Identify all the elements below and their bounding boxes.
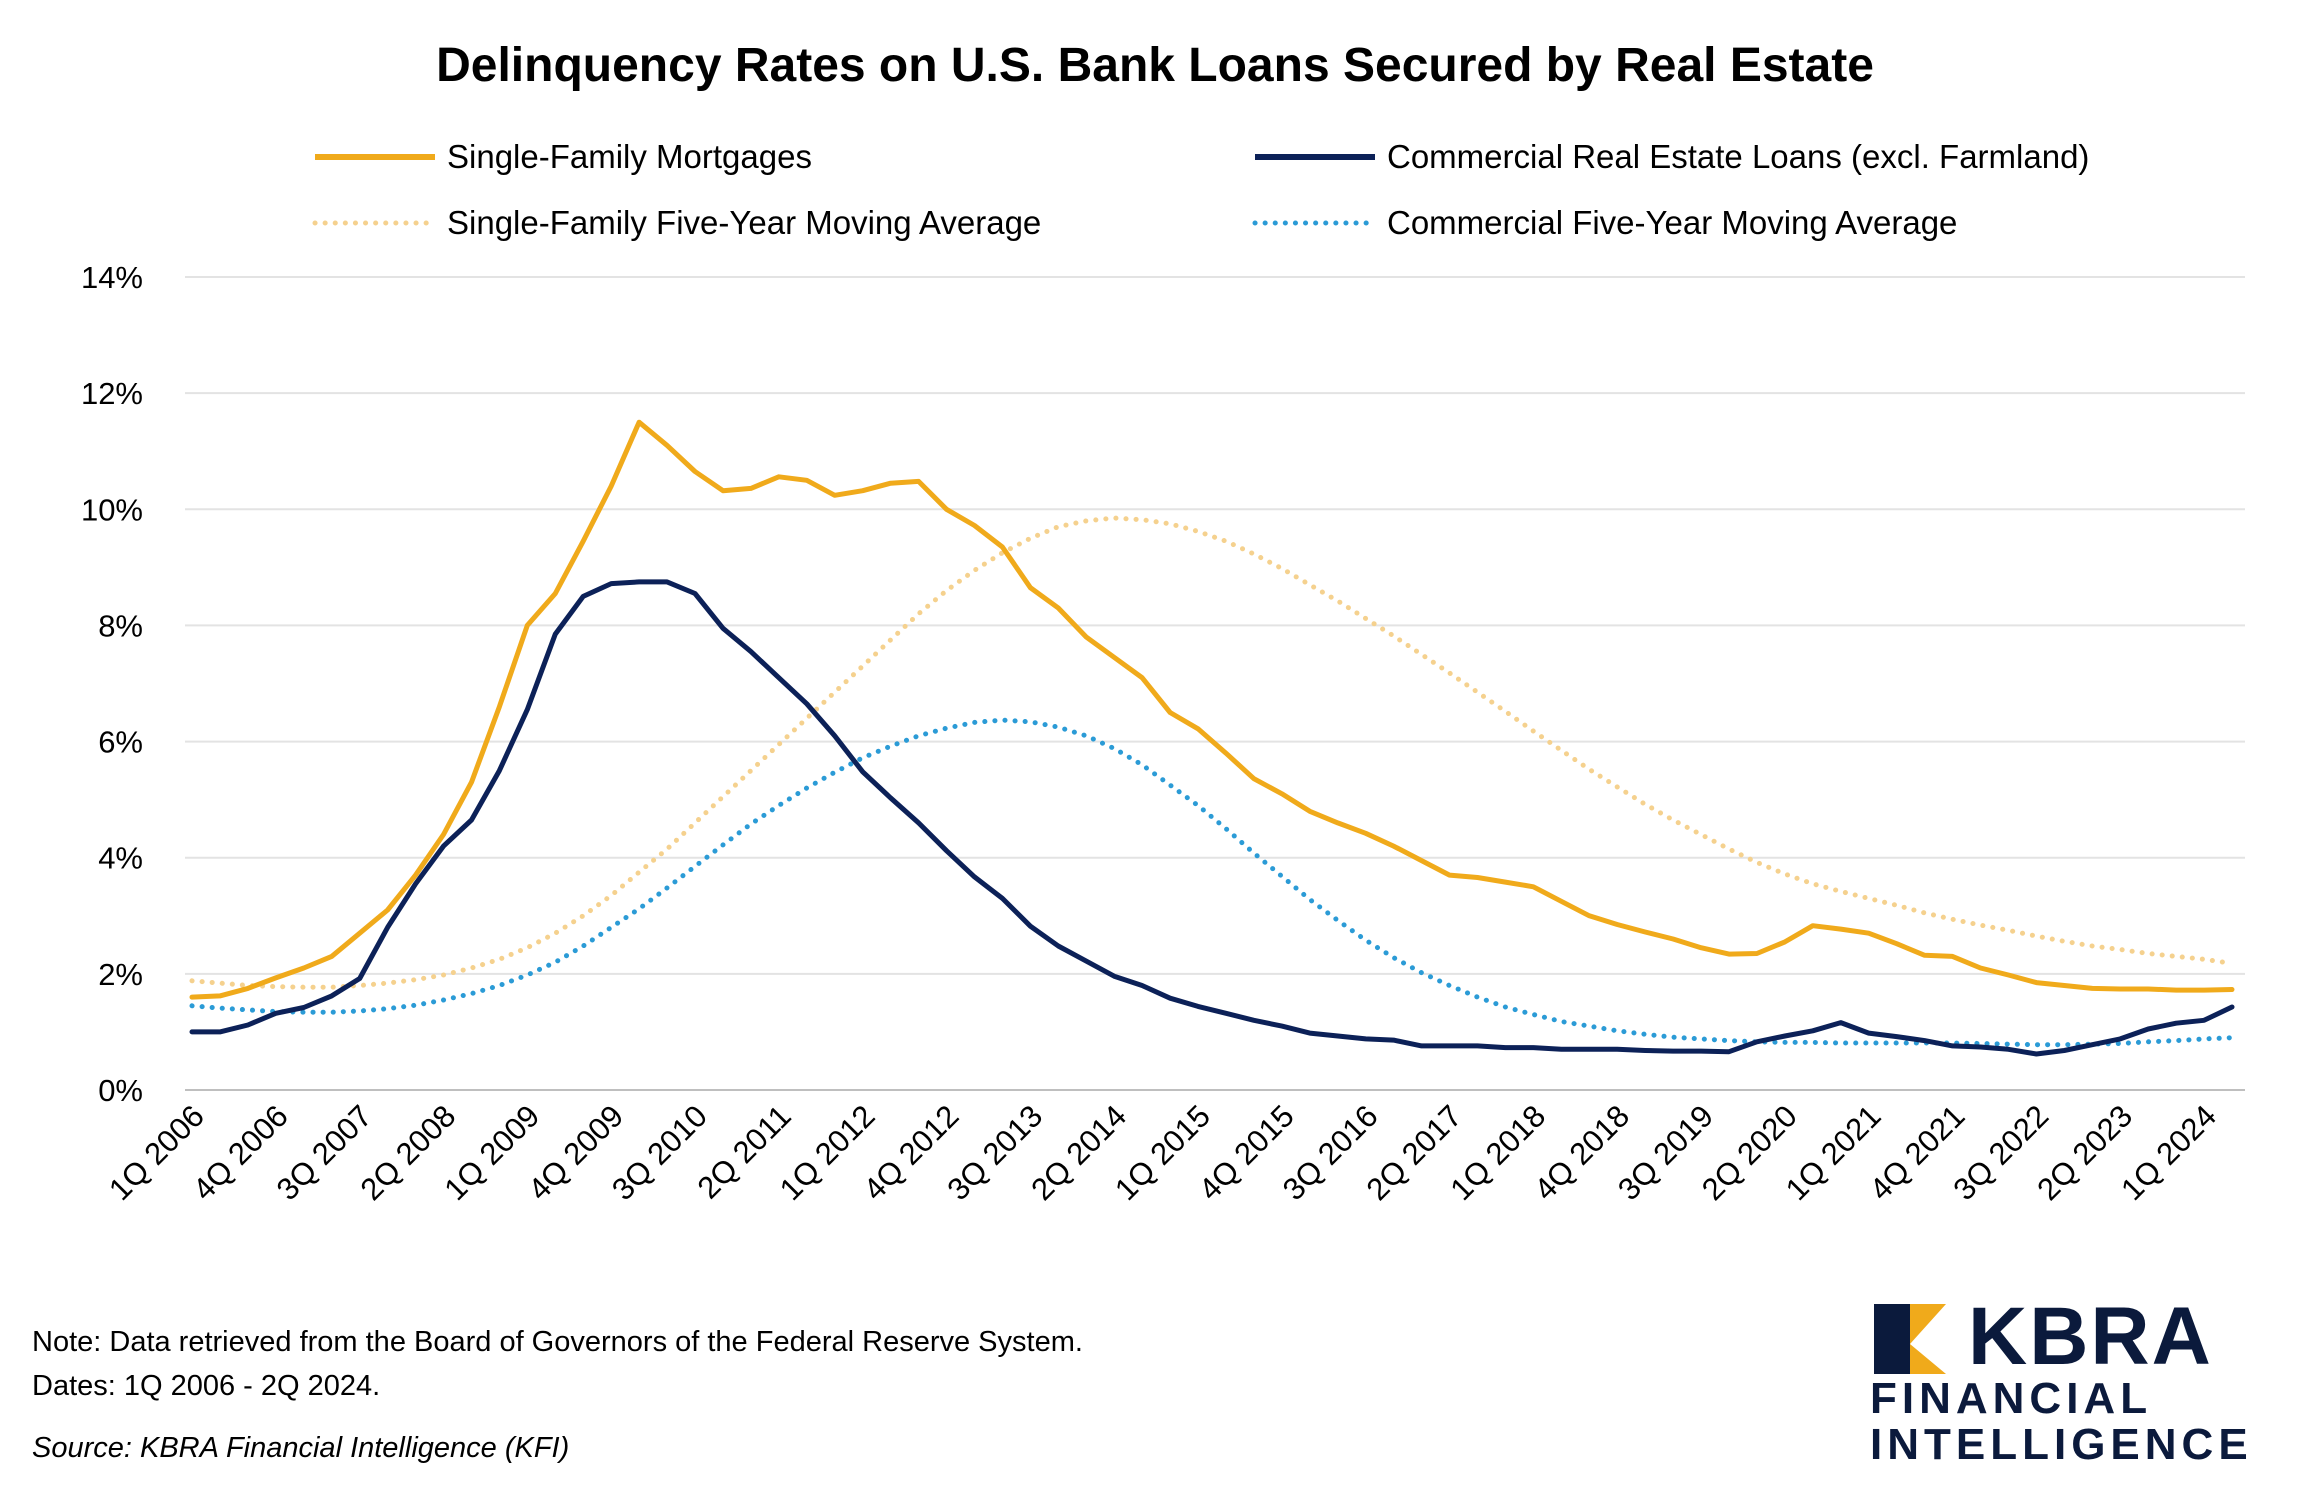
legend-label: Single-Family Five-Year Moving Average — [447, 204, 1041, 241]
y-tick-label: 0% — [98, 1073, 143, 1108]
legend-label: Single-Family Mortgages — [447, 138, 812, 175]
series-lines — [189, 419, 2235, 1057]
gridlines — [185, 276, 2245, 1091]
y-tick-label: 10% — [81, 492, 143, 527]
series-line-single-family-five-year-moving-average — [189, 515, 2235, 990]
series-line-single-family-mortgages — [189, 419, 2235, 1000]
legend-label: Commercial Real Estate Loans (excl. Farm… — [1387, 138, 2089, 175]
y-tick-label: 4% — [98, 841, 143, 876]
note-line-2: Dates: 1Q 2006 - 2Q 2024. — [32, 1370, 381, 1402]
brand-wordmark: KBRA — [1968, 1291, 2213, 1382]
kbra-logo: KBRA FINANCIAL INTELLIGENCE — [1868, 1291, 2308, 1469]
footer-note: Note: Data retrieved from the Board of G… — [32, 1320, 1083, 1408]
series-line-commercial-five-year-moving-average — [189, 717, 2235, 1048]
y-axis-ticks: 0% 2% 4% 6% 8% 10% 12% 14% — [81, 260, 143, 1108]
brand-line-financial: FINANCIAL — [1870, 1374, 2153, 1423]
legend: Single-Family Mortgages Commercial Real E… — [312, 138, 2089, 241]
y-tick-label: 6% — [98, 725, 143, 760]
y-tick-label: 14% — [81, 260, 143, 295]
brand-line-intelligence: INTELLIGENCE — [1870, 1420, 2253, 1469]
y-tick-label: 12% — [81, 376, 143, 411]
series-line-commercial-real-estate-loans-excl-farmland — [189, 579, 2235, 1057]
y-tick-label: 2% — [98, 957, 143, 992]
source-credit: Source: KBRA Financial Intelligence (KFI… — [32, 1432, 570, 1464]
chart-title: Delinquency Rates on U.S. Bank Loans Sec… — [436, 39, 1874, 92]
y-tick-label: 8% — [98, 608, 143, 643]
legend-label: Commercial Five-Year Moving Average — [1387, 204, 1957, 241]
kbra-mark-icon — [1874, 1304, 1946, 1374]
note-line-1: Note: Data retrieved from the Board of G… — [32, 1326, 1083, 1358]
